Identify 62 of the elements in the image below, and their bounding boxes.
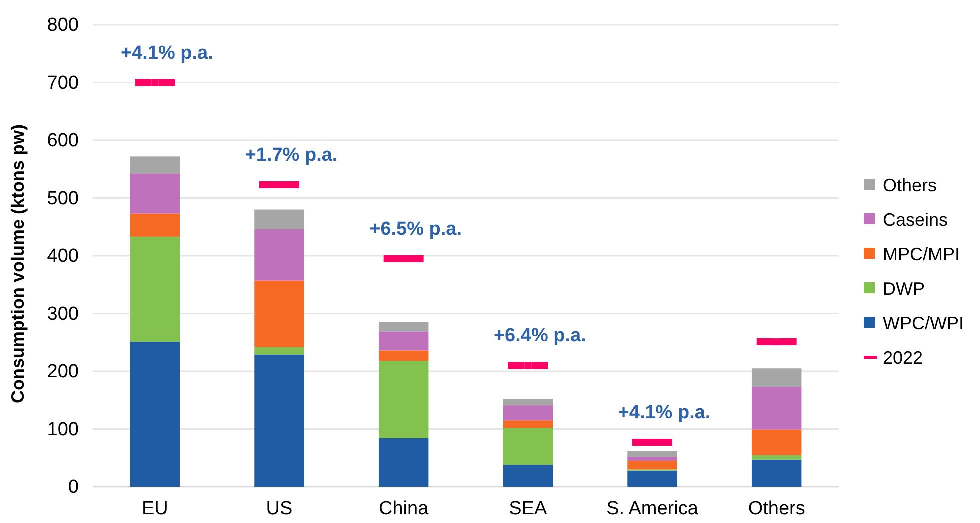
legend-label: Caseins bbox=[883, 210, 948, 230]
annotation: +4.1% p.a. bbox=[618, 402, 711, 424]
bar bbox=[130, 174, 180, 214]
annotation: +4.1% p.a. bbox=[120, 42, 214, 64]
bar bbox=[378, 361, 429, 438]
bar bbox=[752, 455, 802, 460]
bar bbox=[628, 470, 678, 487]
y-axis-title: Consumption volume (ktons pw) bbox=[8, 124, 28, 404]
bar bbox=[254, 229, 304, 281]
bar bbox=[503, 428, 554, 466]
y-tick-label: 800 bbox=[47, 15, 79, 36]
bar bbox=[130, 342, 180, 487]
y-tick-label: 200 bbox=[47, 362, 79, 383]
x-tick-label: US bbox=[266, 498, 293, 520]
x-tick-label: Others bbox=[748, 498, 806, 520]
bar bbox=[130, 214, 180, 237]
y-tick-label: 100 bbox=[47, 419, 79, 440]
y-tick-label: 400 bbox=[47, 246, 79, 268]
bar bbox=[130, 236, 180, 342]
x-tick-label: S. America bbox=[606, 498, 699, 520]
legend-label: Others bbox=[883, 176, 938, 196]
bar bbox=[130, 156, 180, 174]
y-tick-label: 700 bbox=[47, 72, 79, 94]
bar bbox=[503, 465, 554, 487]
point bbox=[649, 439, 656, 446]
annotation: +1.7% p.a. bbox=[245, 144, 338, 166]
bar bbox=[752, 430, 802, 456]
bar bbox=[254, 347, 304, 355]
bar bbox=[752, 460, 802, 487]
annotation: +6.5% p.a. bbox=[370, 218, 462, 240]
point bbox=[276, 181, 283, 188]
point bbox=[773, 338, 780, 346]
legend-label: MPC/MPI bbox=[883, 244, 960, 264]
bar bbox=[628, 461, 678, 470]
y-tick-label: 600 bbox=[47, 130, 79, 152]
bar bbox=[254, 280, 304, 348]
y-tick-label: 300 bbox=[47, 304, 79, 325]
y-tick-label: 500 bbox=[47, 188, 79, 210]
legend-label: WPC/WPI bbox=[883, 314, 964, 334]
y-tick-label: 0 bbox=[68, 477, 79, 498]
point bbox=[400, 255, 408, 262]
bar bbox=[254, 354, 304, 487]
bar bbox=[628, 451, 678, 457]
bar bbox=[628, 456, 678, 462]
point bbox=[524, 362, 532, 370]
annotation: +6.4% p.a. bbox=[494, 326, 586, 347]
legend-label: 2022 bbox=[883, 348, 924, 368]
x-tick-label: EU bbox=[142, 498, 168, 520]
bar bbox=[503, 420, 554, 428]
x-tick-label: China bbox=[379, 498, 430, 520]
bar bbox=[378, 322, 429, 332]
bar bbox=[378, 332, 429, 351]
bar bbox=[378, 438, 429, 487]
x-tick-label: SEA bbox=[509, 498, 548, 520]
bar bbox=[503, 399, 554, 406]
bar bbox=[378, 350, 429, 362]
bar bbox=[503, 406, 554, 421]
bar bbox=[254, 210, 304, 230]
bar bbox=[752, 387, 802, 430]
legend-label: DWP bbox=[883, 279, 925, 299]
bar bbox=[752, 368, 802, 388]
point bbox=[152, 79, 159, 86]
